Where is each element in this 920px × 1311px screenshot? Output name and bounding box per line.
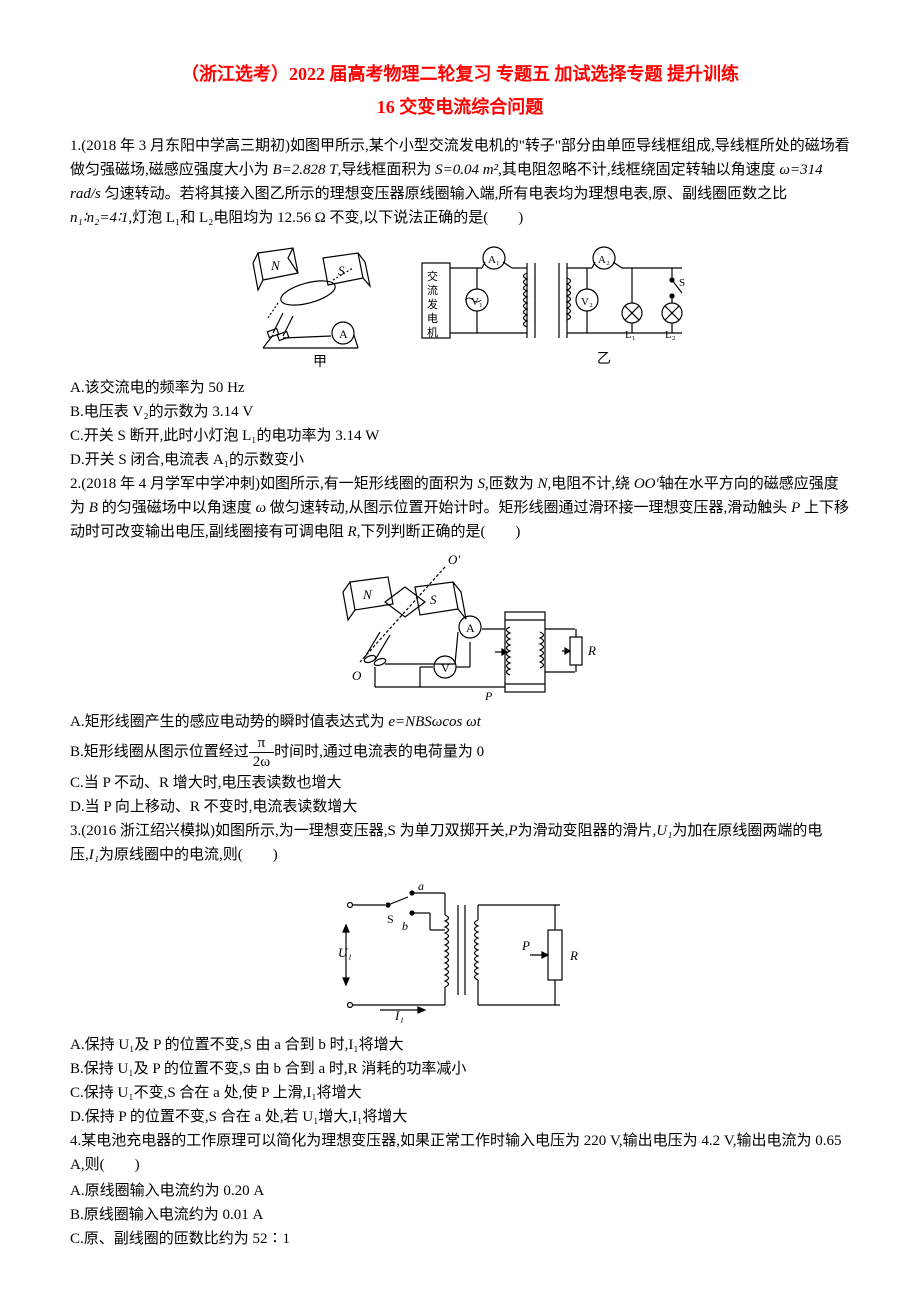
q2-text2: ,匝数为 [485, 476, 538, 492]
q2-text6: 做匀速转动,从图示位置开始计时。矩形线圈通过滑环接一理想变压器,滑动触头 [266, 500, 791, 516]
svg-text:O: O [352, 668, 362, 683]
q2-figure-svg: O′ N S O A V [310, 552, 610, 702]
q2-optB-num: π [249, 734, 274, 753]
svg-text:N: N [270, 258, 281, 273]
q3-option-b: B.保持 U₁及 P 的位置不变,S 由 b 合到 a 时,R 消耗的功率减小 [70, 1057, 850, 1081]
q1-option-a: A.该交流电的频率为 50 Hz [70, 376, 850, 400]
q3-I1: I₁ [89, 847, 99, 863]
q3-number: 3. [70, 823, 81, 839]
svg-text:交: 交 [427, 269, 438, 283]
page-title-line1: （浙江选考）2022 届高考物理二轮复习 专题五 加试选择专题 提升训练 [70, 60, 850, 89]
svg-text:P: P [484, 689, 493, 702]
question-3: 3.(2016 浙江绍兴模拟)如图所示,为一理想变压器,S 为单刀双掷开关,P为… [70, 819, 850, 867]
q2-OO: OO′ [634, 476, 659, 492]
q3-option-d: D.保持 P 的位置不变,S 合在 a 处,若 U₁增大,I₁将增大 [70, 1105, 850, 1129]
fig1-label-left: 甲 [313, 355, 327, 368]
q1-option-b: B.电压表 V₂的示数为 3.14 V [70, 400, 850, 424]
q2-option-b: B.矩形线圈从图示位置经过π2ω时间时,通过电流表的电荷量为 0 [70, 734, 850, 771]
q1-text2: ,导线框面积为 [338, 162, 436, 178]
q2-optA-formula: e=NBSωcos ωt [388, 714, 481, 730]
svg-text:U₁: U₁ [338, 945, 352, 960]
svg-text:O′: O′ [448, 552, 460, 567]
q2-P: P [791, 500, 800, 516]
q3-text2: 为滑动变阻器的滑片, [518, 823, 657, 839]
q1-ratio: n₁∶n₂=4∶1 [70, 210, 128, 226]
q2-text8: ,下列判断正确的是( ) [357, 524, 521, 540]
q3-text4: 为原线圈中的电流,则( ) [99, 847, 278, 863]
q2-option-a: A.矩形线圈产生的感应电动势的瞬时值表达式为 e=NBSωcos ωt [70, 710, 850, 734]
svg-text:S: S [679, 277, 685, 289]
question-4: 4.某电池充电器的工作原理可以简化为理想变压器,如果正常工作时输入电压为 220… [70, 1129, 850, 1177]
q3-P: P [508, 823, 517, 839]
svg-text:S: S [338, 263, 345, 278]
q3-figure: U₁ S a b I₁ [70, 875, 850, 1025]
svg-text:V₂: V₂ [581, 296, 593, 308]
question-1: 1.(2018 年 3 月东阳中学高三期初)如图甲所示,某个小型交流发电机的"转… [70, 134, 850, 230]
svg-text:流: 流 [427, 283, 438, 297]
q3-option-c: C.保持 U₁不变,S 合在 a 处,使 P 上滑,I₁将增大 [70, 1081, 850, 1105]
q2-N: N [538, 476, 548, 492]
q2-optB-den: 2ω [249, 753, 274, 771]
svg-text:L₁: L₁ [625, 329, 636, 341]
q2-figure: O′ N S O A V [70, 552, 850, 702]
q1-figures: N S A 甲 交 流 发 [70, 238, 850, 368]
fig1-label-right: 乙 [597, 351, 611, 367]
q2-B: B [89, 500, 98, 516]
q1-number: 1. [70, 138, 81, 154]
q4-option-a: A.原线圈输入电流约为 0.20 A [70, 1179, 850, 1203]
svg-text:机: 机 [427, 325, 438, 339]
svg-text:R: R [569, 948, 578, 963]
q2-optB-post: 时间时,通过电流表的电荷量为 0 [274, 744, 484, 760]
q1-S: S=0.04 m² [435, 162, 498, 178]
q4-option-b: B.原线圈输入电流约为 0.01 A [70, 1203, 850, 1227]
page-title-line2: 16 交变电流综合问题 [70, 93, 850, 122]
q3-U1: U₁ [656, 823, 672, 839]
q2-optA-pre: A.矩形线圈产生的感应电动势的瞬时值表达式为 [70, 714, 388, 730]
q2-S: S [478, 476, 486, 492]
svg-text:A: A [466, 621, 475, 635]
q1-option-d: D.开关 S 闭合,电流表 A₁的示数变小 [70, 448, 850, 472]
svg-text:S: S [387, 912, 394, 926]
question-2: 2.(2018 年 4 月学军中学冲刺)如图所示,有一矩形线圈的面积为 S,匝数… [70, 472, 850, 544]
svg-text:N: N [362, 587, 373, 602]
q3-option-a: A.保持 U₁及 P 的位置不变,S 由 a 合到 b 时,I₁将增大 [70, 1033, 850, 1057]
q3-source: (2016 浙江绍兴模拟) [81, 823, 215, 839]
q2-omega: ω [255, 500, 266, 516]
svg-text:A: A [339, 327, 348, 341]
q1-text3: ,其电阻忽略不计,线框绕固定转轴以角速度 [498, 162, 779, 178]
q4-option-c: C.原、副线圈的匝数比约为 52∶1 [70, 1227, 850, 1251]
svg-text:L₂: L₂ [665, 329, 676, 341]
q2-optB-fraction: π2ω [249, 734, 274, 771]
svg-text:V: V [441, 661, 450, 675]
q1-text4: 匀速转动。若将其接入图乙所示的理想变压器原线圈输入端,所有电表均为理想电表,原、… [101, 186, 787, 202]
svg-text:发: 发 [427, 297, 438, 311]
q1-source: (2018 年 3 月东阳中学高三期初) [81, 138, 290, 154]
svg-text:b: b [402, 919, 408, 933]
svg-text:A₁: A₁ [488, 254, 500, 266]
svg-text:A₂: A₂ [598, 254, 610, 266]
q2-R: R [348, 524, 357, 540]
q2-text1: 如图所示,有一矩形线圈的面积为 [260, 476, 478, 492]
svg-text:a: a [418, 879, 424, 893]
svg-text:P: P [521, 938, 530, 953]
q2-number: 2. [70, 476, 81, 492]
q1-B: B=2.828 T [273, 162, 338, 178]
q2-optB-pre: B.矩形线圈从图示位置经过 [70, 744, 249, 760]
q1-option-c: C.开关 S 断开,此时小灯泡 L₁的电功率为 3.14 W [70, 424, 850, 448]
q1-figure-left: N S A 甲 [223, 238, 413, 368]
svg-text:R: R [587, 643, 596, 658]
q2-option-c: C.当 P 不动、R 增大时,电压表读数也增大 [70, 771, 850, 795]
q3-text1: 如图所示,为一理想变压器,S 为单刀双掷开关, [215, 823, 508, 839]
q4-text1: 某电池充电器的工作原理可以简化为理想变压器,如果正常工作时输入电压为 220 V… [70, 1133, 842, 1173]
q4-number: 4. [70, 1133, 81, 1149]
q1-text5: ,灯泡 L₁和 L₂电阻均为 12.56 Ω 不变,以下说法正确的是( ) [128, 210, 523, 226]
q1-figure-right: 交 流 发 电 机 A₁ V₁ [417, 238, 697, 368]
q2-text5: 的匀强磁场中以角速度 [98, 500, 256, 516]
q2-option-d: D.当 P 向上移动、R 不变时,电流表读数增大 [70, 795, 850, 819]
q3-figure-svg: U₁ S a b I₁ [330, 875, 590, 1025]
svg-text:电: 电 [427, 312, 438, 325]
q2-source: (2018 年 4 月学军中学冲刺) [81, 476, 260, 492]
q2-text3: ,电阻不计,绕 [548, 476, 634, 492]
svg-text:S: S [430, 592, 437, 607]
